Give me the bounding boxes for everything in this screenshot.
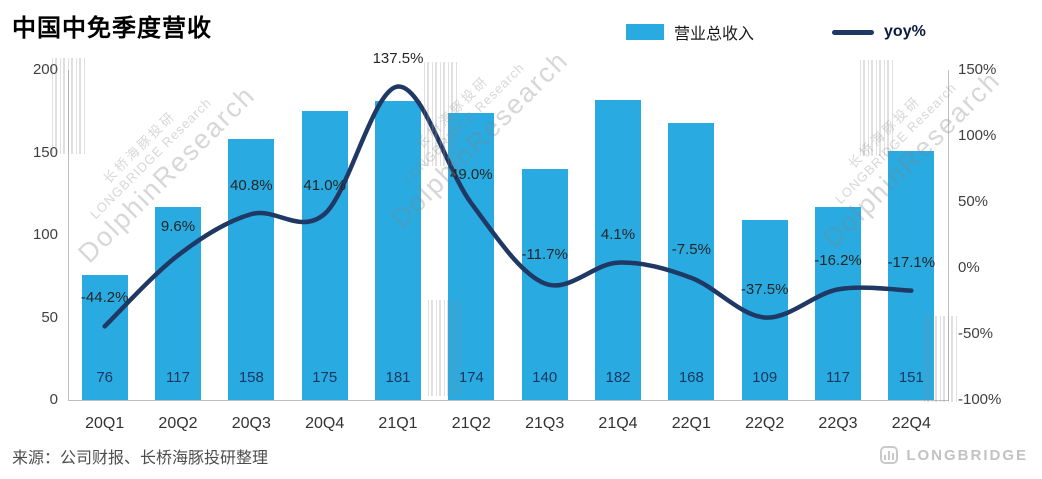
y-axis-tick-label: 100	[32, 226, 58, 243]
longbridge-logo: LONGBRIDGE	[880, 446, 1028, 464]
legend-bar-swatch	[626, 24, 664, 40]
revenue-bar	[815, 206, 861, 400]
secondary-y-axis-line	[948, 70, 949, 400]
bar-value-label: 168	[678, 369, 704, 386]
yoy-value-label: -44.2%	[80, 289, 129, 307]
yoy-value-label: 4.1%	[600, 225, 636, 243]
bar-value-label: 175	[312, 369, 338, 386]
legend-label-yoy: yoy%	[884, 23, 926, 40]
x-axis-category-label: 20Q2	[158, 415, 198, 432]
bar-value-label: 140	[532, 369, 558, 386]
x-axis-category-label: 20Q4	[305, 415, 345, 432]
yoy-value-label: -11.7%	[521, 246, 568, 264]
bar-value-label: 109	[752, 369, 778, 386]
yoy-value-label: -17.1%	[887, 253, 936, 271]
yoy-line	[102, 84, 914, 329]
secondary-y-axis-tick-label: -100%	[958, 391, 1002, 408]
yoy-value-label: -7.5%	[671, 240, 711, 258]
yoy-value-label: 41.0%	[303, 176, 346, 194]
x-axis-category-label: 22Q3	[818, 415, 858, 432]
yoy-value-label: -37.5%	[740, 280, 789, 298]
bar-value-label: 76	[96, 369, 113, 386]
x-axis-category-label: 22Q4	[891, 415, 931, 432]
bar-value-label: 158	[238, 369, 264, 386]
bar-value-label: 174	[458, 369, 484, 386]
legend-item-yoy: yoy%	[832, 23, 926, 41]
legend-item-revenue: 营业总收入	[626, 20, 754, 44]
revenue-bar	[595, 99, 641, 400]
x-axis-category-label: 20Q3	[231, 415, 271, 432]
x-axis-category-label: 21Q1	[378, 415, 418, 432]
longbridge-logo-text: LONGBRIDGE	[906, 446, 1028, 464]
yoy-value-label: 40.8%	[230, 177, 273, 195]
revenue-bar	[228, 139, 275, 400]
x-axis-category-label: 22Q2	[745, 415, 785, 432]
x-axis-category-label: 21Q3	[525, 415, 565, 432]
secondary-y-axis-tick-label: 0%	[958, 259, 980, 276]
legend-label-revenue: 营业总收入	[674, 26, 755, 43]
yoy-value-label: -16.2%	[814, 252, 862, 270]
revenue-bar	[81, 274, 128, 400]
yoy-value-label: 9.6%	[160, 218, 196, 236]
bar-value-label: 117	[166, 369, 190, 386]
yoy-value-label: 49.0%	[450, 166, 493, 184]
secondary-y-axis-tick-label: 100%	[958, 127, 997, 144]
revenue-bar	[301, 111, 348, 400]
x-axis-category-label: 21Q4	[598, 415, 638, 432]
x-axis-category-label: 22Q1	[671, 415, 711, 432]
y-axis-tick-label: 200	[32, 61, 58, 78]
y-axis-tick-label: 50	[41, 308, 58, 326]
source-note: 来源：公司财报、长桥海豚投研整理	[12, 450, 269, 467]
chart-title: 中国中免季度营收	[12, 15, 212, 42]
secondary-y-axis-tick-label: 150%	[958, 61, 997, 78]
y-axis-tick-label: 0	[49, 391, 58, 408]
bar-value-label: 181	[385, 369, 411, 386]
yoy-value-label: 137.5%	[372, 49, 424, 67]
y-axis-tick-label: 150	[32, 143, 58, 161]
x-axis-category-label: 20Q1	[85, 415, 125, 432]
revenue-bar	[448, 112, 495, 400]
legend-line-swatch	[832, 29, 875, 35]
yoy-line-layer	[102, 84, 914, 329]
revenue-bar	[888, 150, 935, 400]
revenue-bar	[668, 122, 715, 400]
bar-value-label: 151	[898, 369, 924, 386]
revenue-bar	[375, 101, 421, 400]
bar-value-label: 182	[605, 369, 631, 386]
longbridge-logo-icon	[880, 446, 899, 464]
x-axis-category-label: 21Q2	[451, 415, 491, 432]
x-axis-line	[68, 400, 949, 401]
legend: 营业总收入 yoy%	[626, 20, 926, 44]
secondary-y-axis-tick-label: 50%	[958, 193, 989, 210]
y-axis-line	[68, 70, 69, 400]
secondary-y-axis-tick-label: -50%	[958, 325, 994, 342]
bar-value-label: 117	[826, 369, 850, 386]
revenue-bar	[741, 220, 788, 400]
revenue-bar	[155, 206, 201, 400]
